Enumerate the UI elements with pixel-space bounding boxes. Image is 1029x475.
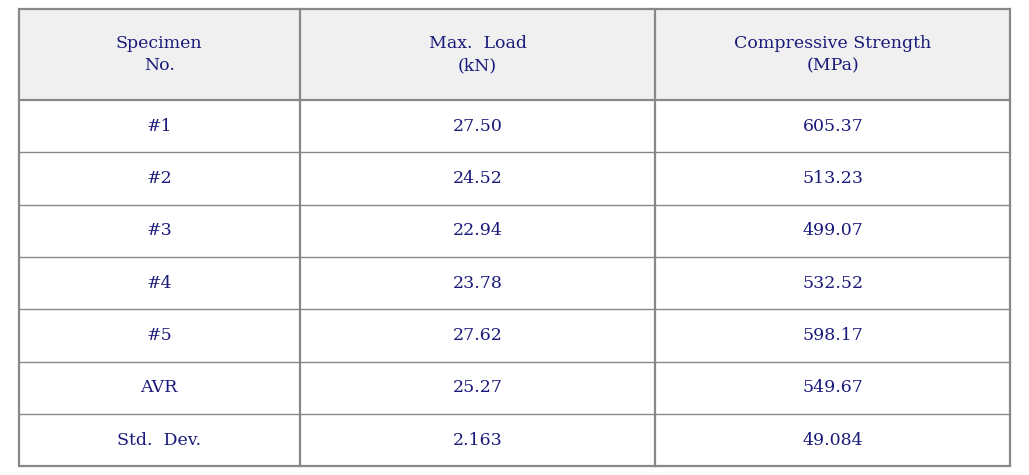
Text: 598.17: 598.17 bbox=[803, 327, 863, 344]
Text: Max.  Load
(kN): Max. Load (kN) bbox=[429, 35, 527, 74]
Text: AVR: AVR bbox=[141, 380, 178, 397]
Text: Compressive Strength
(MPa): Compressive Strength (MPa) bbox=[735, 35, 931, 74]
Text: Specimen
No.: Specimen No. bbox=[116, 35, 203, 74]
Text: 27.50: 27.50 bbox=[453, 118, 502, 135]
Text: 49.084: 49.084 bbox=[803, 432, 863, 449]
Text: 25.27: 25.27 bbox=[453, 380, 502, 397]
Text: #3: #3 bbox=[146, 222, 172, 239]
Text: 532.52: 532.52 bbox=[803, 275, 863, 292]
Text: 24.52: 24.52 bbox=[453, 170, 502, 187]
Text: Std.  Dev.: Std. Dev. bbox=[117, 432, 202, 449]
Text: 499.07: 499.07 bbox=[803, 222, 863, 239]
Text: 23.78: 23.78 bbox=[453, 275, 502, 292]
Text: 22.94: 22.94 bbox=[453, 222, 502, 239]
Text: #5: #5 bbox=[146, 327, 172, 344]
Text: #4: #4 bbox=[146, 275, 172, 292]
Text: 549.67: 549.67 bbox=[803, 380, 863, 397]
Bar bbox=[19, 9, 1010, 100]
Text: #1: #1 bbox=[146, 118, 172, 135]
Text: 605.37: 605.37 bbox=[803, 118, 863, 135]
Text: 513.23: 513.23 bbox=[803, 170, 863, 187]
Text: 27.62: 27.62 bbox=[453, 327, 502, 344]
Text: 2.163: 2.163 bbox=[453, 432, 502, 449]
Bar bbox=[19, 100, 1010, 466]
Text: #2: #2 bbox=[146, 170, 172, 187]
